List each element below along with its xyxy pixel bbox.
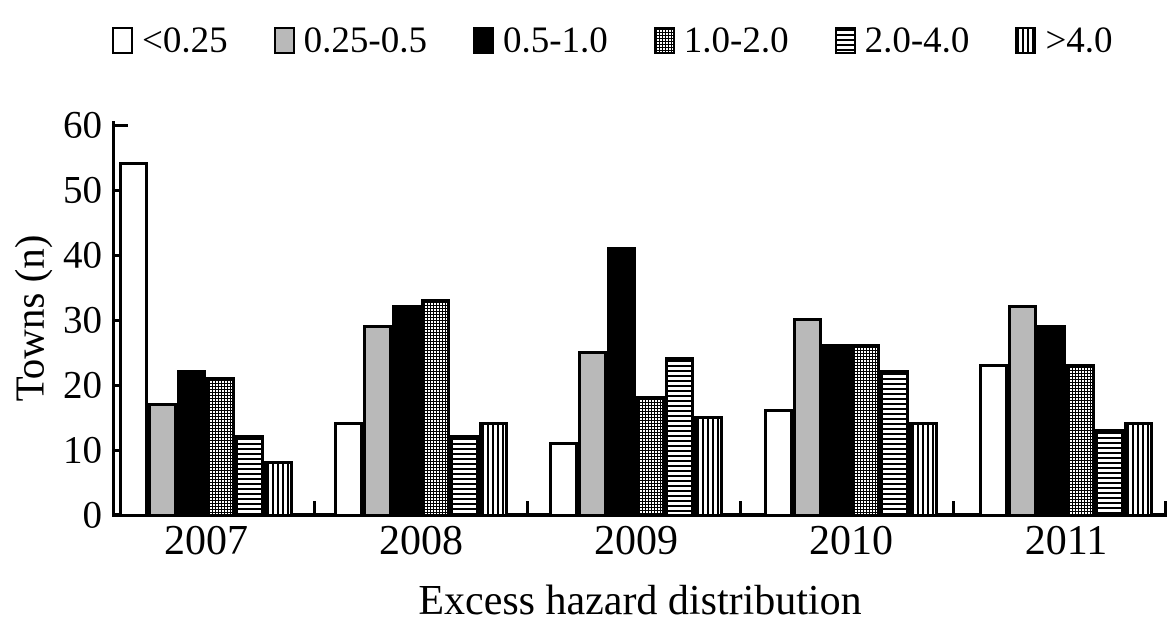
bar-2007-1.0-2.0 xyxy=(206,376,235,517)
legend-swatch-white xyxy=(112,26,133,54)
legend-item-05-10: 0.5-1.0 xyxy=(472,19,608,61)
bar-2010-0.5-1.0 xyxy=(822,344,851,517)
bar-2010-2.0-4.0 xyxy=(880,370,909,517)
bar-2008-0.25-0.5 xyxy=(363,324,392,517)
legend-label: <0.25 xyxy=(142,19,228,61)
bar-2011-2.0-4.0 xyxy=(1095,428,1124,517)
bar-2010->4.0 xyxy=(909,422,938,517)
bar-2009->4.0 xyxy=(694,415,723,517)
legend-item-20-40: 2.0-4.0 xyxy=(834,19,970,61)
x-tick xyxy=(1164,501,1167,514)
bar-2009-0.25-0.5 xyxy=(578,350,607,517)
x-category-label-2007: 2007 xyxy=(164,518,248,564)
bar-2008-2.0-4.0 xyxy=(450,435,479,517)
bar-2009-2.0-4.0 xyxy=(665,357,694,517)
legend: <0.25 0.25-0.5 0.5-1.0 1.0-2.0 2.0-4.0 >… xyxy=(112,18,1113,62)
legend-item-gt40: >4.0 xyxy=(1015,19,1113,61)
y-tick-label: 30 xyxy=(63,298,102,342)
x-axis-title: Excess hazard distribution xyxy=(418,578,862,624)
legend-item-lt025: <0.25 xyxy=(112,22,228,59)
bar-2007-2.0-4.0 xyxy=(235,435,264,517)
x-category-label-2011: 2011 xyxy=(1024,518,1108,564)
bar-2010-1.0-2.0 xyxy=(851,344,880,517)
bar-2011-1.0-2.0 xyxy=(1066,363,1095,517)
legend-label: 2.0-4.0 xyxy=(864,19,970,61)
y-tick xyxy=(115,123,128,127)
bar-2007-0.25-0.5 xyxy=(148,402,177,517)
x-tick xyxy=(526,501,529,514)
bar-2007->4.0 xyxy=(264,461,293,517)
legend-swatch-crosshatch xyxy=(653,26,675,54)
bar-2007-0.5-1.0 xyxy=(177,370,206,517)
y-tick-label: 0 xyxy=(82,493,103,537)
x-category-label-2009: 2009 xyxy=(594,518,678,564)
y-tick-label: 20 xyxy=(63,363,102,407)
y-tick-label: 50 xyxy=(63,168,102,212)
legend-item-025-05: 0.25-0.5 xyxy=(273,19,427,61)
bar-2011->4.0 xyxy=(1124,422,1153,517)
x-category-label-2008: 2008 xyxy=(379,518,463,564)
legend-label: 0.25-0.5 xyxy=(303,19,427,61)
bar-2007-<0.25 xyxy=(119,162,148,517)
legend-label: >4.0 xyxy=(1045,19,1113,61)
legend-item-10-20: 1.0-2.0 xyxy=(653,19,789,61)
bar-2011-<0.25 xyxy=(979,363,1008,517)
x-tick xyxy=(313,501,316,514)
bar-2011-0.5-1.0 xyxy=(1037,324,1066,517)
legend-label: 0.5-1.0 xyxy=(502,19,608,61)
bar-2010-<0.25 xyxy=(764,409,793,517)
y-tick-label: 60 xyxy=(63,103,102,147)
bar-2008->4.0 xyxy=(479,422,508,517)
x-tick xyxy=(952,501,955,514)
bar-2009-1.0-2.0 xyxy=(636,396,665,517)
y-tick-label: 40 xyxy=(63,233,102,277)
bar-2009-<0.25 xyxy=(549,441,578,517)
legend-swatch-black xyxy=(472,26,494,54)
legend-swatch-gray xyxy=(273,26,295,54)
x-category-label-2010: 2010 xyxy=(809,518,893,564)
y-tick-label: 10 xyxy=(63,428,102,472)
bar-2008-0.5-1.0 xyxy=(392,305,421,517)
bar-2008-1.0-2.0 xyxy=(421,298,450,517)
x-tick xyxy=(739,501,742,514)
y-axis-line xyxy=(112,121,115,516)
bar-2010-0.25-0.5 xyxy=(793,318,822,517)
bar-2008-<0.25 xyxy=(334,422,363,517)
legend-label: 1.0-2.0 xyxy=(683,19,789,61)
legend-swatch-horizontal-lines xyxy=(834,26,856,54)
bar-2009-0.5-1.0 xyxy=(607,246,636,517)
bar-2011-0.25-0.5 xyxy=(1008,305,1037,517)
legend-swatch-vertical-lines xyxy=(1015,26,1037,54)
